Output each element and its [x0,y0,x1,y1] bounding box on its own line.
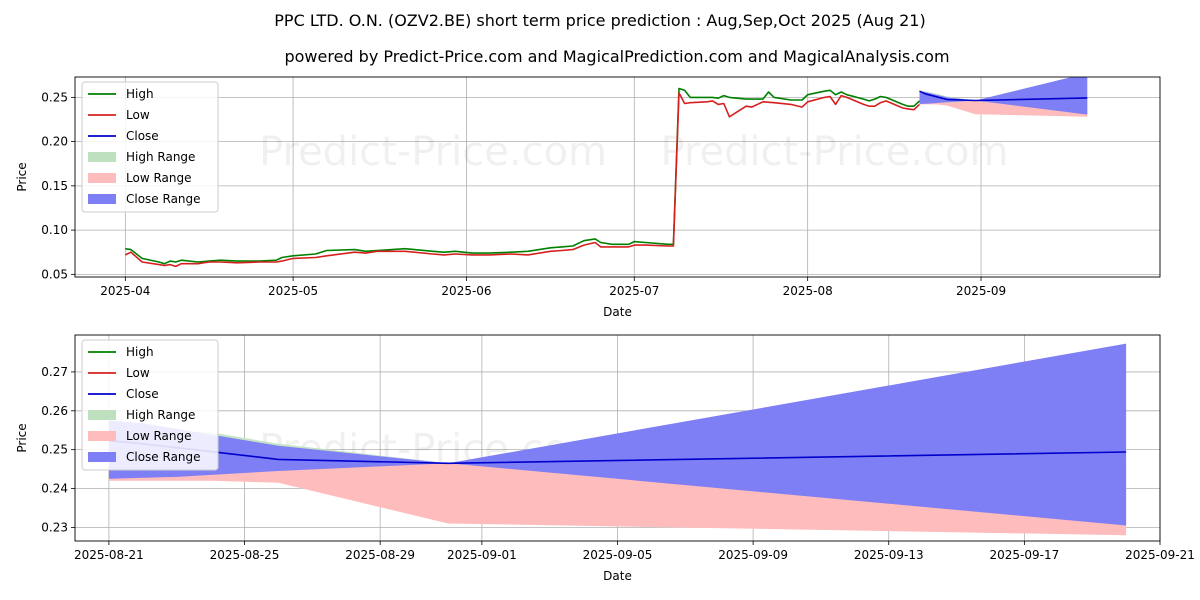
legend-label: Close Range [126,450,201,464]
bottom-chart-panel: Predict-Price.comPredict-Price.com2025-0… [15,334,1195,583]
legend-label: High Range [126,408,195,422]
y-tick-label: 0.23 [41,520,68,534]
legend-swatch-patch [88,410,116,420]
y-axis-label: Price [15,162,29,191]
legend-label: High Range [126,150,195,164]
y-tick-label: 0.10 [41,223,68,237]
series-close-range-band [919,77,1088,115]
watermark-text: Predict-Price.com [259,129,607,175]
axis-ticks: 2025-04 2025-05 2025-06 2025-07 2025-08 2025-… [41,90,1006,298]
legend-label: Close [126,129,159,143]
series-low-line [124,92,921,268]
legend: High Low Close High Range Low Range Close Ran… [81,339,219,471]
x-tick-label: 2025-09 [956,284,1006,298]
watermark: Predict-Price.com Predict-Price.com [259,129,1008,175]
axis-ticks: 2025-08-21 2025-08-25 2025-08-29 2025-09-01… [41,365,1195,562]
y-tick-label: 0.20 [41,135,68,149]
legend-label: Close [126,387,159,401]
x-tick-label: 2025-05 [268,284,318,298]
legend-label: Close Range [126,192,201,206]
legend-swatch-patch [88,431,116,441]
x-tick-label: 2025-06 [441,284,491,298]
x-tick-label: 2025-09-05 [583,548,653,562]
legend-swatch-patch [88,452,116,462]
legend-label: Low [126,108,150,122]
legend-label: High [126,87,154,101]
legend-swatch-patch [88,152,116,162]
legend-swatch-patch [88,194,116,204]
x-axis-label: Date [603,305,632,319]
y-tick-label: 0.25 [41,443,68,457]
series-high-line [125,87,921,265]
y-tick-label: 0.24 [41,482,68,496]
x-tick-label: 2025-08-25 [210,548,280,562]
y-axis-label: Price [15,423,29,452]
x-tick-label: 2025-04 [100,284,150,298]
chart-subtitle: powered by Predict-Price.com and Magical… [284,47,949,66]
chart-title: PPC LTD. O.N. (OZV2.BE) short term price… [274,11,925,30]
x-tick-label: 2025-08-29 [345,548,415,562]
x-tick-label: 2025-09-17 [990,548,1060,562]
y-tick-label: 0.05 [41,267,68,281]
y-tick-label: 0.27 [41,365,68,379]
series-close-range-band [108,343,1127,526]
legend-label: Low [126,366,150,380]
plot-area [124,77,1088,268]
legend: High Low Close High Range Low Range Close Ran… [81,81,219,213]
series-close-line [919,90,1088,102]
plot-frame [74,76,1161,278]
x-tick-label: 2025-07 [609,284,659,298]
y-tick-label: 0.25 [41,90,68,104]
y-tick-label: 0.15 [41,179,68,193]
top-chart-panel: Predict-Price.com Predict-Price.com2025-0… [15,76,1161,319]
x-tick-label: 2025-09-21 [1125,548,1195,562]
x-tick-label: 2025-09-09 [718,548,788,562]
watermark-text: Predict-Price.com [661,129,1009,175]
y-tick-label: 0.26 [41,404,68,418]
x-tick-label: 2025-09-01 [447,548,517,562]
legend-label: High [126,345,154,359]
x-tick-label: 2025-09-13 [854,548,924,562]
legend-swatch-patch [88,173,116,183]
x-axis-label: Date [603,569,632,583]
x-tick-label: 2025-08-21 [74,548,144,562]
legend-label: Low Range [126,429,191,443]
legend-label: Low Range [126,171,191,185]
x-tick-label: 2025-08 [783,284,833,298]
